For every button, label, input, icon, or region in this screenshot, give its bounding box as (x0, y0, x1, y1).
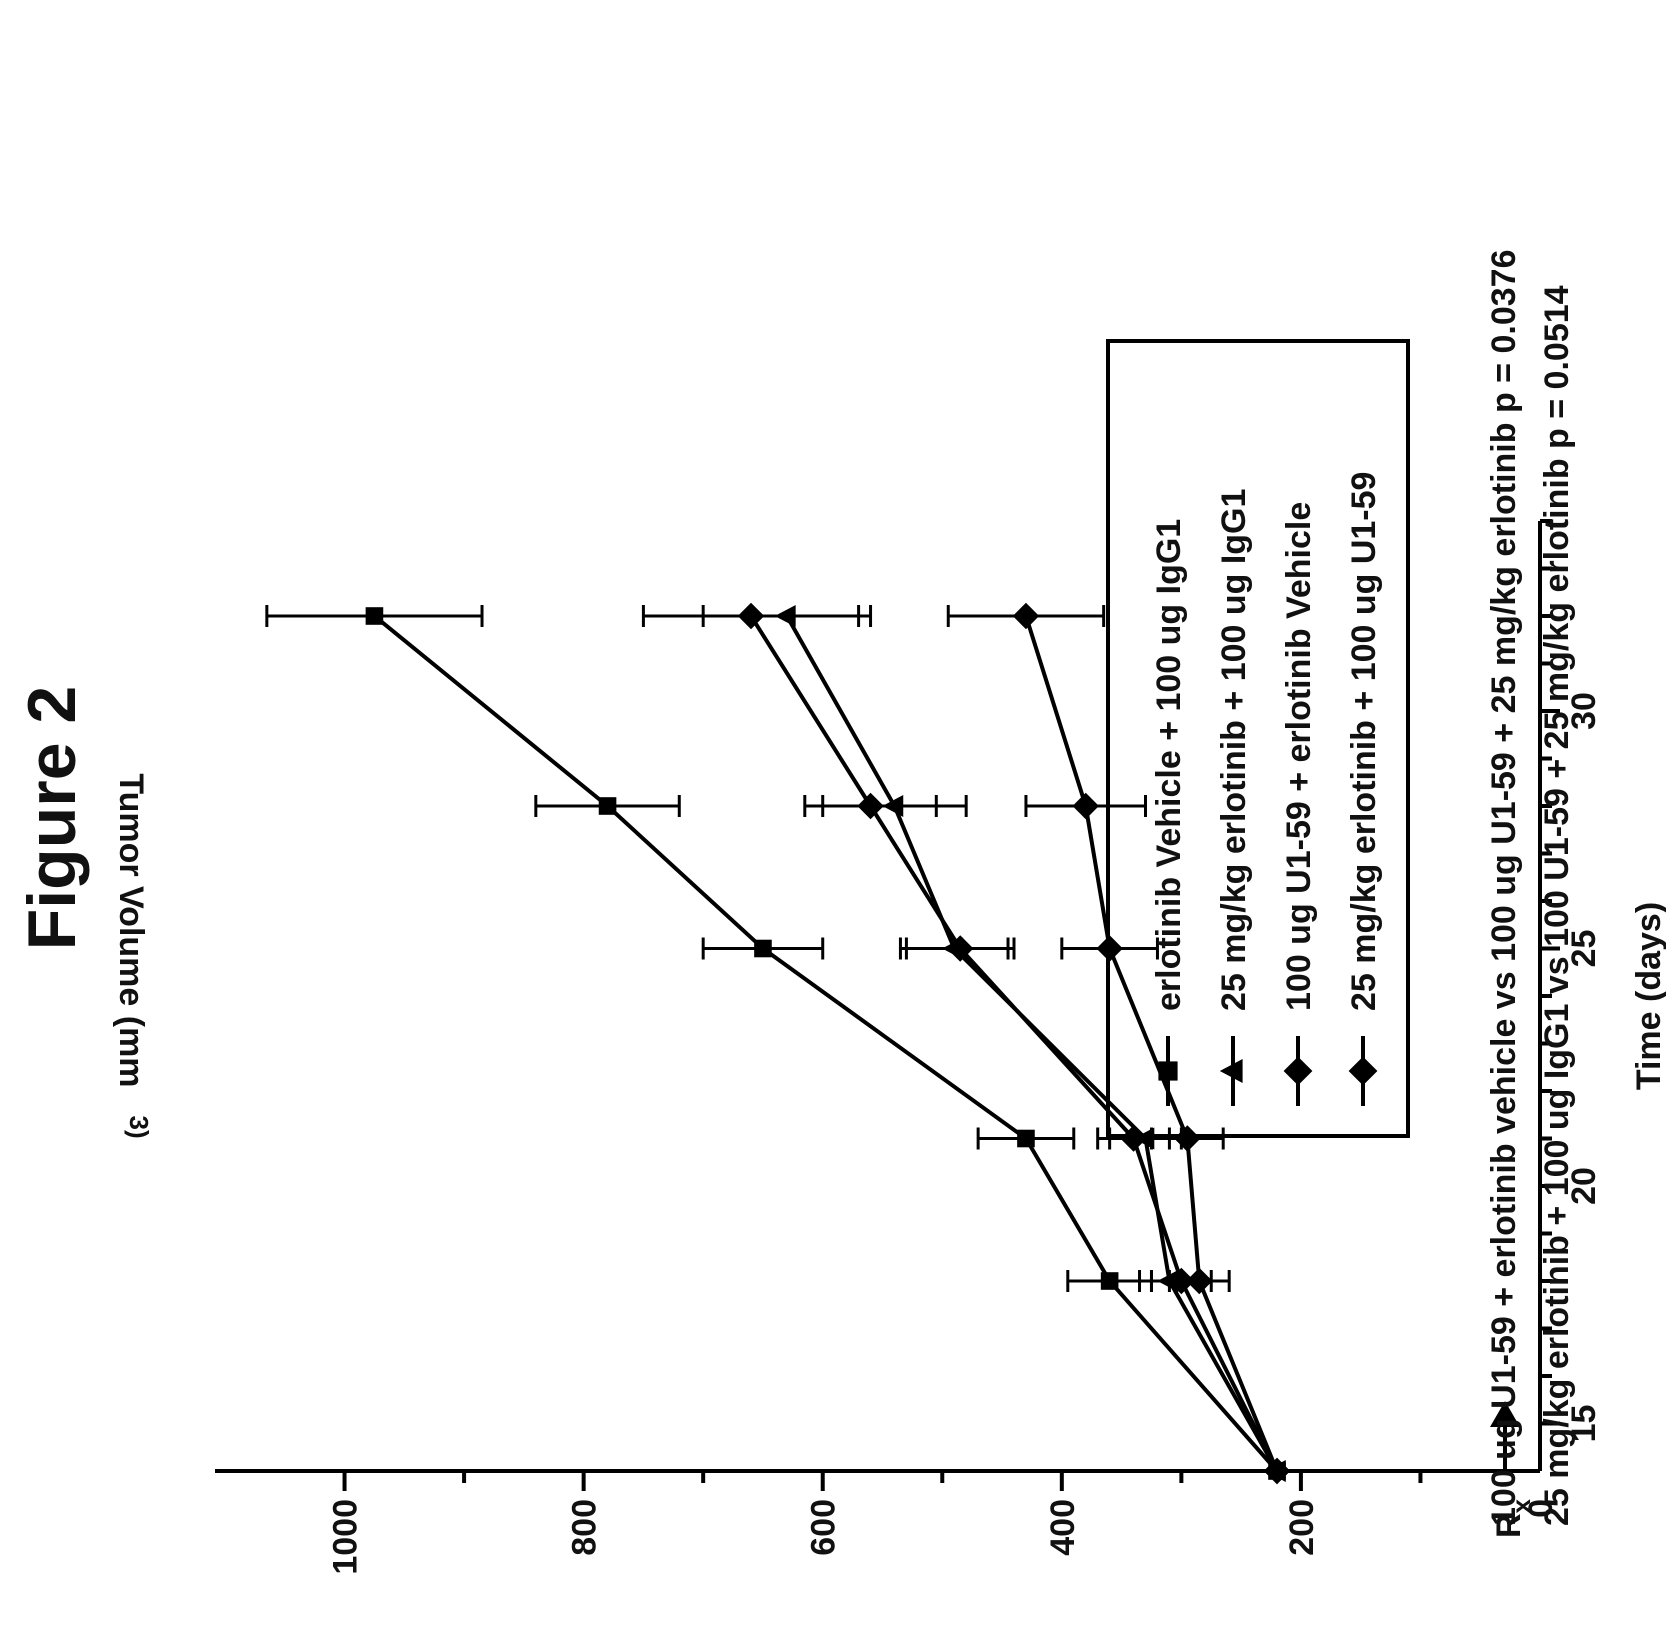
legend-item: 25 mg/kg erlotinib + 100 ug IgG1 (1215, 489, 1253, 1106)
diamond-marker (1186, 1267, 1213, 1295)
series-line (749, 614, 1279, 1472)
x-tick-label: 15 (1565, 1405, 1603, 1443)
p-value-note-2: 25 mg/kg erlotinib + 100 ug IgG1 vs 100 … (1538, 285, 1576, 1526)
square-marker (598, 797, 617, 815)
series-line (1024, 615, 1279, 1472)
figure-title: Figure 2 (14, 686, 90, 951)
y-tick-label: 200 (1283, 1499, 1321, 1556)
diamond-marker (1174, 1125, 1201, 1152)
legend-box (1106, 339, 1410, 1138)
y-tick-label: 600 (805, 1499, 843, 1556)
rx-marker: Rx (1490, 1401, 1536, 1538)
series-3 (641, 602, 1291, 1485)
series-line (373, 614, 1279, 1473)
p-value-note-1: 100 ug U1-59 + erlotinib vehicle vs 100 … (1485, 250, 1523, 1526)
square-marker (754, 939, 772, 958)
y-axis-label: Tumor Volume (mm3) (112, 773, 154, 1138)
diamond-marker (1012, 602, 1040, 630)
legend-item: 100 ug U1-59 + erlotinib Vehicle (1280, 502, 1318, 1106)
square-marker (1158, 1061, 1178, 1081)
legend-label: 25 mg/kg erlotinib + 100 ug IgG1 (1215, 489, 1253, 1011)
y-tick-label: 400 (1044, 1499, 1082, 1556)
square-marker (1100, 1272, 1119, 1290)
x-tick-label: 20 (1565, 1167, 1603, 1205)
legend-label: 25 mg/kg erlotinib + 100 ug U1-59 (1345, 472, 1383, 1011)
series-1 (265, 605, 1286, 1480)
diamond-marker (947, 935, 974, 962)
rx-label: Rx (1490, 1498, 1536, 1538)
legend-label: 100 ug U1-59 + erlotinib Vehicle (1280, 502, 1318, 1011)
legend: erlotinib Vehicle + 100 ug IgG1 25 mg/kg … (1106, 339, 1410, 1138)
x-tick-label: 30 (1565, 692, 1603, 730)
y-tick-label: 0 (1522, 1499, 1560, 1518)
plot-area: 15 20 25 30 0 200 400 600 800 1000 Rx (215, 519, 1603, 1575)
y-ticks: 0 200 400 600 800 1000 (327, 1471, 1560, 1575)
diamond-marker (1283, 1056, 1313, 1086)
diamond-marker (737, 602, 765, 630)
diamond-marker (1120, 1125, 1147, 1152)
legend-item: erlotinib Vehicle + 100 ug IgG1 (1150, 519, 1188, 1106)
rx-arrow-head (1490, 1401, 1520, 1427)
legend-label: erlotinib Vehicle + 100 ug IgG1 (1150, 519, 1188, 1011)
x-ticks: 15 20 25 30 (1540, 519, 1603, 1443)
legend-item: 25 mg/kg erlotinib + 100 ug U1-59 (1345, 472, 1383, 1106)
series-4 (946, 602, 1291, 1485)
diamond-marker (1072, 792, 1099, 820)
y-tick-label: 1000 (327, 1499, 365, 1575)
series-layer (265, 602, 1291, 1485)
triangle-marker (1219, 1059, 1243, 1083)
x-axis-label: Time (days) (1630, 902, 1666, 1090)
legend-items: erlotinib Vehicle + 100 ug IgG1 25 mg/kg … (1150, 472, 1383, 1106)
diamond-marker (857, 792, 884, 820)
square-marker (365, 607, 384, 625)
diamond-marker (1348, 1056, 1378, 1086)
y-tick-label: 800 (566, 1499, 604, 1556)
x-tick-label: 25 (1565, 930, 1603, 968)
rotated-figure: Figure 2 15 20 25 30 0 200 400 600 800 1000 Rx T… (14, 250, 1666, 1575)
series-2 (701, 605, 1286, 1482)
diamond-marker (1263, 1457, 1291, 1485)
series-line (785, 615, 1279, 1472)
square-marker (1017, 1129, 1035, 1148)
